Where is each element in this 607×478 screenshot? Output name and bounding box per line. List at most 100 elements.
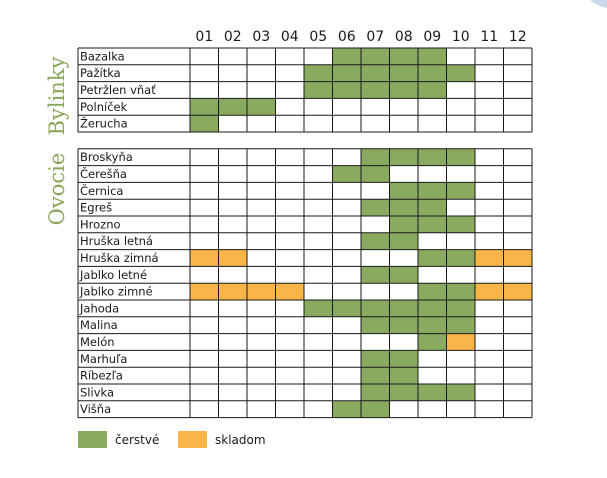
- cell-hruska-zimna-01-stock: [190, 249, 219, 267]
- row-label-hruska-letna: Hruška letná: [80, 234, 153, 248]
- cell-visna-06-fresh: [332, 400, 361, 418]
- cell-hrozno-10-fresh: [446, 216, 475, 233]
- cell-malina-08-fresh: [389, 316, 418, 334]
- cell-jahoda-05-fresh: [304, 300, 333, 317]
- cell-jablko-zimne-12-stock: [503, 283, 532, 300]
- side-label-ovocie: Ovocie: [45, 153, 69, 226]
- month-label-09: 09: [423, 29, 441, 45]
- month-label-05: 05: [309, 29, 327, 45]
- cell-polnicek-01-fresh: [190, 98, 219, 116]
- cell-broskyna-08-fresh: [389, 148, 418, 166]
- month-label-04: 04: [281, 29, 299, 45]
- row-labels: Bazalka Pažítka Petržlen vňať Polníček Žeruc…: [79, 49, 159, 416]
- cell-hrozno-09-fresh: [418, 216, 447, 233]
- row-label-zerucha: Žerucha: [80, 116, 128, 131]
- cell-cernica-08-fresh: [389, 182, 418, 200]
- legend-label-fresh: čerstvé: [115, 433, 159, 447]
- row-label-marhula: Marhuľa: [80, 352, 127, 366]
- row-label-jablko-zimne: Jablko zimné: [79, 285, 153, 299]
- cell-pazitka-05-fresh: [304, 64, 333, 82]
- cell-ribezla-08-fresh: [389, 367, 418, 384]
- month-label-10: 10: [452, 29, 470, 45]
- cell-petrzlen-vnat-05-fresh: [304, 81, 333, 99]
- cell-hruska-letna-07-fresh: [361, 232, 390, 250]
- cell-jablko-zimne-11-stock: [475, 283, 504, 300]
- month-label-02: 02: [224, 29, 242, 45]
- cell-cernica-10-fresh: [446, 182, 475, 200]
- cell-bazalka-06-fresh: [332, 48, 361, 65]
- cell-petrzlen-vnat-09-fresh: [418, 81, 447, 99]
- cell-hruska-zimna-02-stock: [218, 249, 247, 267]
- cell-slivka-07-fresh: [361, 384, 390, 401]
- row-label-hrozno: Hrozno: [80, 217, 121, 231]
- cell-ceresna-06-fresh: [332, 165, 361, 183]
- cell-layer: [190, 48, 532, 418]
- cell-hruska-letna-08-fresh: [389, 232, 418, 250]
- cell-petrzlen-vnat-06-fresh: [332, 81, 361, 99]
- cell-petrzlen-vnat-07-fresh: [361, 81, 390, 99]
- cell-jahoda-06-fresh: [332, 300, 361, 317]
- row-label-pazitka: Pažítka: [80, 66, 121, 80]
- row-label-hruska-zimna: Hruška zimná: [80, 251, 159, 265]
- cell-slivka-09-fresh: [418, 384, 447, 401]
- cell-hruska-zimna-09-fresh: [418, 249, 447, 267]
- cell-jahoda-07-fresh: [361, 300, 390, 317]
- cell-egres-08-fresh: [389, 199, 418, 216]
- cell-jahoda-09-fresh: [418, 300, 447, 317]
- month-header: 01 02 03 04 05 06 07 08 09 10 11 12: [195, 29, 526, 45]
- row-label-jahoda: Jahoda: [79, 301, 119, 315]
- cell-marhula-07-fresh: [361, 350, 390, 368]
- legend: čerstvé skladom: [78, 431, 266, 448]
- row-label-polnicek: Polníček: [80, 100, 128, 114]
- cell-petrzlen-vnat-08-fresh: [389, 81, 418, 99]
- cell-hruska-zimna-12-stock: [503, 249, 532, 267]
- cell-polnicek-03-fresh: [247, 98, 276, 116]
- row-label-bazalka: Bazalka: [80, 49, 125, 63]
- side-label-bylinky: Bylinky: [45, 56, 69, 135]
- month-label-12: 12: [509, 29, 527, 45]
- cell-bazalka-09-fresh: [418, 48, 447, 65]
- cell-hrozno-08-fresh: [389, 216, 418, 233]
- month-label-07: 07: [366, 29, 384, 45]
- cell-broskyna-10-fresh: [446, 148, 475, 166]
- cell-bazalka-07-fresh: [361, 48, 390, 65]
- cell-pazitka-08-fresh: [389, 64, 418, 82]
- grid-lines: [77, 47, 533, 419]
- row-label-cernica: Černica: [80, 183, 123, 198]
- row-label-visna: Višňa: [80, 402, 111, 416]
- month-label-08: 08: [395, 29, 413, 45]
- month-label-11: 11: [480, 29, 498, 45]
- cell-pazitka-07-fresh: [361, 64, 390, 82]
- cell-polnicek-02-fresh: [218, 98, 247, 116]
- cell-melon-10-stock: [446, 333, 475, 351]
- cell-jablko-zimne-03-stock: [247, 283, 276, 300]
- row-label-melon: Melón: [80, 335, 115, 349]
- month-label-03: 03: [252, 29, 270, 45]
- cell-marhula-08-fresh: [389, 350, 418, 368]
- row-label-ceresna: Čerešňa: [80, 166, 127, 181]
- month-label-06: 06: [338, 29, 356, 45]
- cell-egres-07-fresh: [361, 199, 390, 216]
- cell-pazitka-09-fresh: [418, 64, 447, 82]
- legend-label-stock: skladom: [215, 433, 266, 447]
- cell-zerucha-01-fresh: [190, 115, 219, 132]
- cell-jahoda-08-fresh: [389, 300, 418, 317]
- row-label-broskyna: Broskyňa: [80, 150, 133, 164]
- month-label-01: 01: [195, 29, 213, 45]
- cell-jablko-zimne-09-fresh: [418, 283, 447, 300]
- cell-malina-10-fresh: [446, 316, 475, 334]
- cell-jablko-zimne-01-stock: [190, 283, 219, 300]
- cell-pazitka-06-fresh: [332, 64, 361, 82]
- row-label-egres: Egreš: [80, 201, 112, 215]
- legend-swatch-fresh: [78, 431, 107, 448]
- cell-broskyna-07-fresh: [361, 148, 390, 166]
- row-label-malina: Malina: [80, 318, 118, 332]
- cell-bazalka-08-fresh: [389, 48, 418, 65]
- cell-jablko-zimne-04-stock: [275, 283, 304, 300]
- row-label-jablko-letne: Jablko letné: [79, 268, 147, 282]
- cell-malina-07-fresh: [361, 316, 390, 334]
- row-label-petrzlen-vnat: Petržlen vňať: [80, 83, 156, 97]
- row-label-slivka: Slivka: [80, 385, 114, 399]
- corner-decoration: [590, 0, 607, 8]
